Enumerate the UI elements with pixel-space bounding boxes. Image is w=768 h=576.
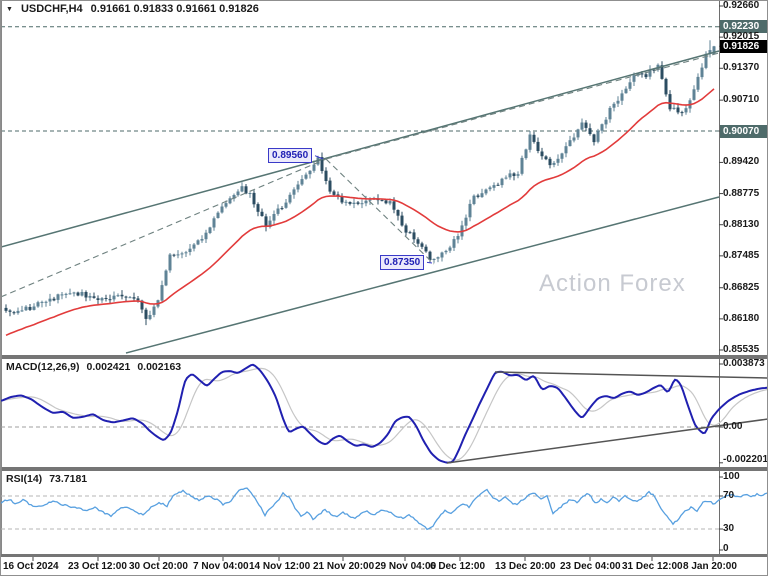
trendlines[interactable]	[1, 50, 720, 354]
rsi-level-lines	[1, 495, 719, 530]
annotation-connectors	[314, 155, 433, 264]
price-annotation[interactable]: 0.87350	[380, 254, 425, 270]
price-annotation[interactable]: 0.89560	[268, 148, 313, 164]
pane-separators[interactable]	[1, 355, 768, 557]
collapse-chart-icon[interactable]: ▼	[6, 5, 13, 13]
macd-main-line	[1, 363, 767, 464]
macd-trendlines[interactable]	[446, 371, 768, 464]
pane-borders	[1, 1, 720, 554]
axis-ticks	[32, 5, 723, 561]
moving-average-line	[5, 88, 715, 337]
rsi-line	[1, 487, 767, 531]
macd-signal-line	[1, 367, 767, 461]
